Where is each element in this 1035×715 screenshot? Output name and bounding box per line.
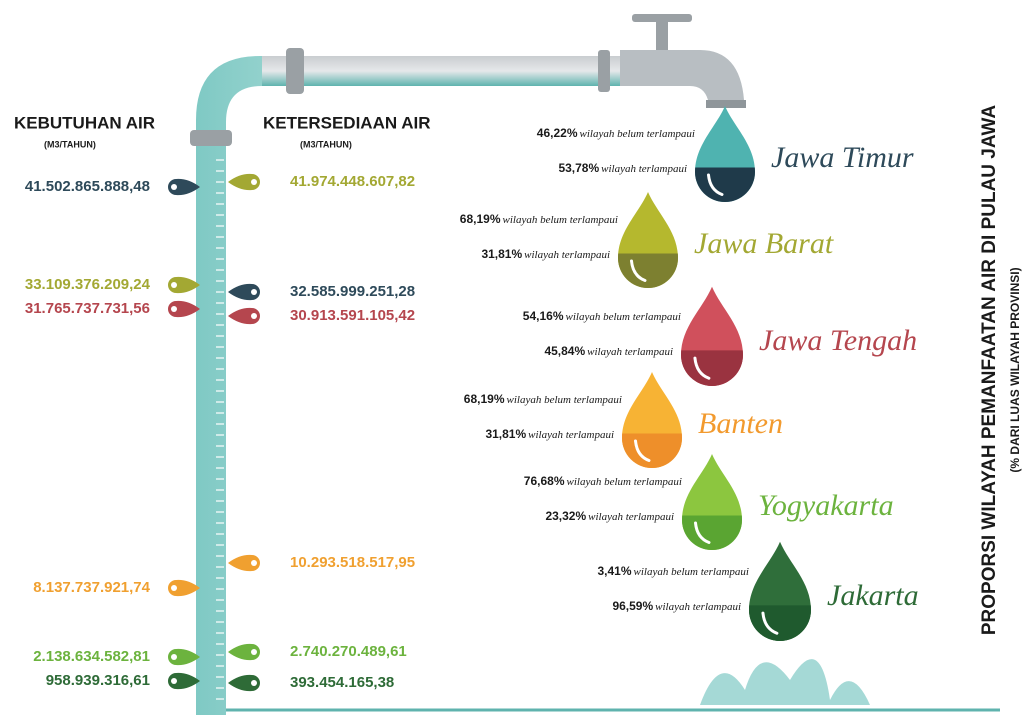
province-name: Jawa Barat (694, 227, 834, 260)
pipe-marker (228, 643, 260, 661)
proportion-label: 23,32% wilayah terlampaui (545, 509, 674, 523)
proportion-label: 54,16% wilayah belum terlampaui (523, 309, 681, 323)
proportion-pct: 96,59% (612, 599, 653, 613)
supply-value: 30.913.591.105,42 (290, 307, 415, 324)
proportion-pct: 31,81% (485, 427, 526, 441)
proportion-label: 96,59% wilayah terlampaui (612, 599, 741, 613)
side-subtitle: (% DARI LUAS WILAYAH PROVINSI) (1008, 267, 1022, 472)
drop-shine (694, 521, 711, 544)
province-name: Banten (698, 407, 783, 440)
side-title: PROPORSI WILAYAH PEMANFAATAN AIR DI PULA… (979, 105, 1000, 636)
pipe-marker (228, 173, 260, 191)
proportion-text: wilayah belum terlampaui (634, 566, 750, 578)
supply-value: 32.585.999.251,28 (290, 283, 415, 300)
proportion-pct: 46,22% (537, 126, 578, 140)
proportion-pct: 54,16% (523, 309, 564, 323)
drop-shine (707, 173, 724, 196)
proportion-text: wilayah terlampaui (524, 249, 610, 261)
pipe-marker-hole (171, 306, 177, 312)
drop-shine (761, 611, 779, 635)
needs-value: 31.765.737.731,56 (25, 300, 150, 317)
pipe-marker-hole (171, 654, 177, 660)
needs-value: 41.502.865.888,48 (25, 178, 150, 195)
pipe-marker-hole (251, 649, 257, 655)
proportion-text: wilayah belum terlampaui (507, 394, 623, 406)
proportion-text: wilayah terlampaui (655, 601, 741, 613)
proportion-label: 68,19% wilayah belum terlampaui (460, 212, 618, 226)
proportion-pct: 23,32% (545, 509, 586, 523)
needs-value: 958.939.316,61 (46, 672, 150, 689)
pipe-marker-hole (251, 560, 257, 566)
proportion-label: 3,41% wilayah belum terlampaui (597, 564, 749, 578)
proportion-label: 53,78% wilayah terlampaui (558, 161, 687, 175)
pipe-marker-hole (171, 282, 177, 288)
proportion-text: wilayah terlampaui (528, 429, 614, 441)
pipe-marker (168, 648, 200, 666)
pipe-marker-hole (251, 680, 257, 686)
proportion-pct: 68,19% (460, 212, 501, 226)
proportion-text: wilayah belum terlampaui (566, 311, 682, 323)
supply-title: KETERSEDIAAN AIR (263, 113, 431, 132)
proportion-label: 46,22% wilayah belum terlampaui (537, 126, 695, 140)
proportion-pct: 76,68% (524, 474, 565, 488)
pipe-marker (228, 674, 260, 692)
pipe-marker-hole (251, 179, 257, 185)
proportion-label: 68,19% wilayah belum terlampaui (464, 392, 622, 406)
pipe-marker (168, 178, 200, 196)
needs-value: 2.138.634.582,81 (33, 648, 150, 665)
proportion-label: 31,81% wilayah terlampaui (481, 247, 610, 261)
pipe-marker (168, 276, 200, 294)
proportion-text: wilayah belum terlampaui (567, 476, 683, 488)
drop-shine (693, 356, 711, 380)
drop-shine (634, 439, 651, 462)
drop-shine (630, 259, 647, 282)
province-name: Jawa Timur (771, 141, 914, 174)
pipe-marker-hole (251, 289, 257, 295)
supply-value: 2.740.270.489,61 (290, 643, 407, 660)
pipe-marker-hole (171, 678, 177, 684)
pipe-marker-hole (171, 585, 177, 591)
proportion-label: 76,68% wilayah belum terlampaui (524, 474, 682, 488)
supply-value: 41.974.448.607,82 (290, 173, 415, 190)
proportion-text: wilayah belum terlampaui (580, 128, 696, 140)
supply-unit: (M3/TAHUN) (300, 139, 352, 149)
needs-title: KEBUTUHAN AIR (14, 113, 155, 132)
proportion-text: wilayah terlampaui (587, 346, 673, 358)
pipe-marker (228, 307, 260, 325)
proportion-text: wilayah belum terlampaui (503, 214, 619, 226)
proportion-text: wilayah terlampaui (601, 163, 687, 175)
pipe-marker (228, 554, 260, 572)
pipe-marker (168, 672, 200, 690)
proportion-pct: 45,84% (544, 344, 585, 358)
proportion-pct: 53,78% (558, 161, 599, 175)
pipe-marker (228, 283, 260, 301)
supply-value: 393.454.165,38 (290, 674, 394, 691)
needs-value: 33.109.376.209,24 (25, 276, 151, 293)
pipe-marker (168, 579, 200, 597)
pipe-marker-hole (251, 313, 257, 319)
province-name: Jakarta (827, 579, 919, 612)
supply-value: 10.293.518.517,95 (290, 554, 415, 571)
proportion-label: 45,84% wilayah terlampaui (544, 344, 673, 358)
pipe (190, 14, 1000, 715)
needs-value: 8.137.737.921,74 (33, 579, 150, 596)
pipe-marker-hole (171, 184, 177, 190)
proportion-pct: 31,81% (481, 247, 522, 261)
needs-unit: (M3/TAHUN) (44, 139, 96, 149)
proportion-pct: 68,19% (464, 392, 505, 406)
province-name: Jawa Tengah (759, 324, 917, 357)
proportion-text: wilayah terlampaui (588, 511, 674, 523)
proportion-label: 31,81% wilayah terlampaui (485, 427, 614, 441)
proportion-pct: 3,41% (597, 564, 631, 578)
pipe-marker (168, 300, 200, 318)
province-name: Yogyakarta (758, 489, 894, 522)
